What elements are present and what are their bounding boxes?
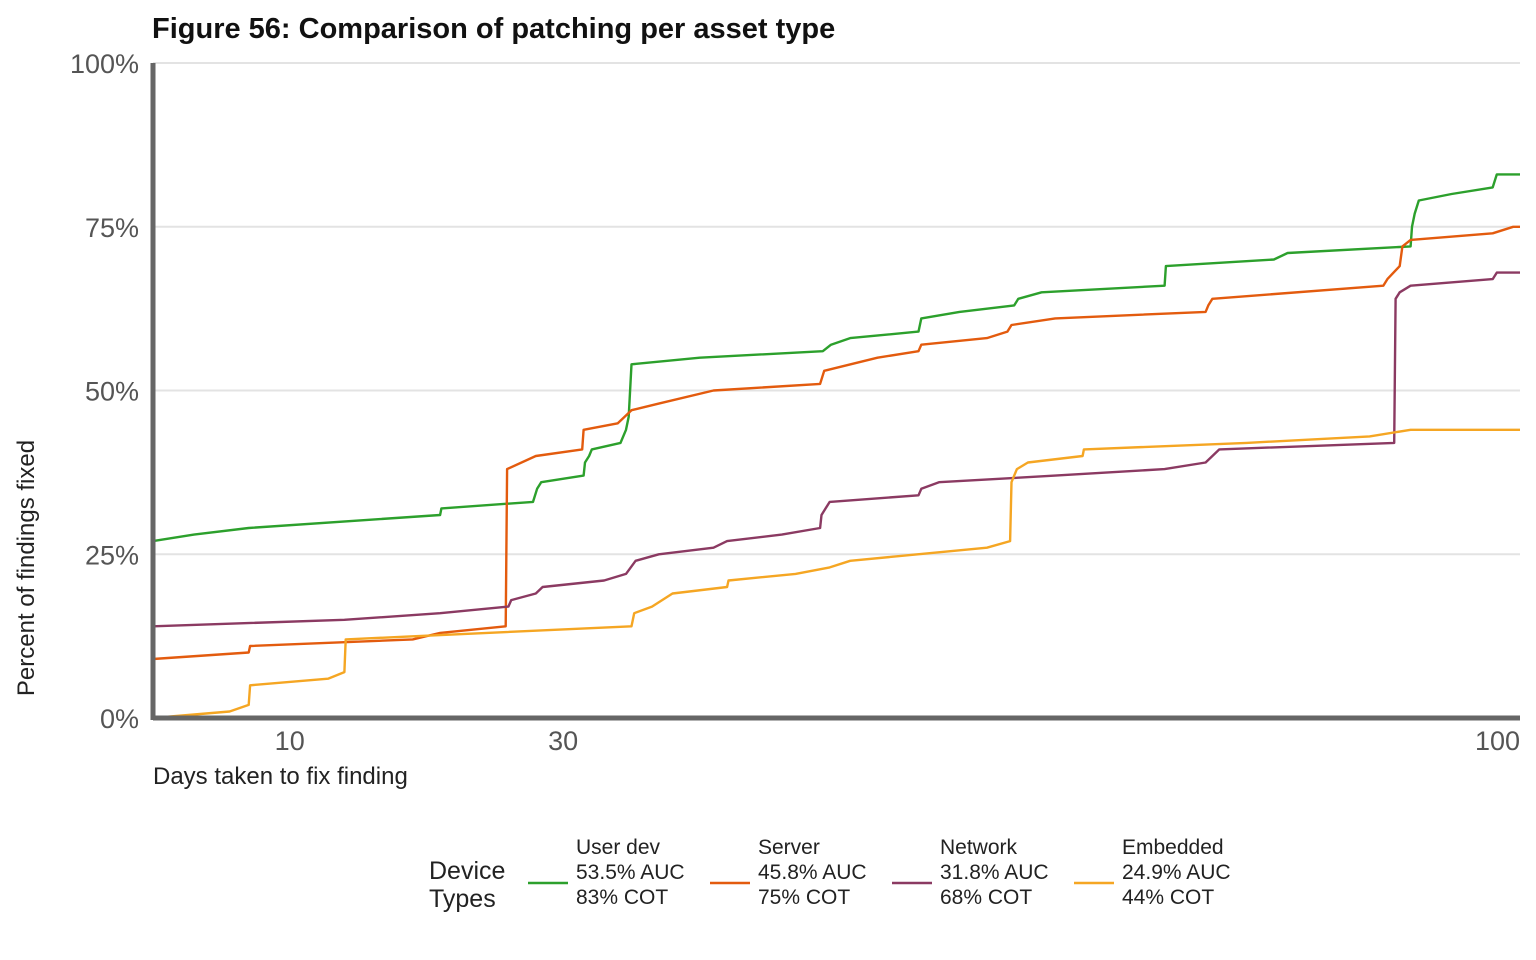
legend-cot: 44% COT bbox=[1122, 886, 1214, 909]
y-tick-label: 75% bbox=[85, 213, 139, 243]
y-tick-label: 0% bbox=[100, 704, 139, 734]
x-tick-label: 10 bbox=[275, 726, 305, 756]
y-tick-label: 50% bbox=[85, 377, 139, 407]
x-axis-label: Days taken to fix finding bbox=[153, 763, 408, 790]
legend-auc: 45.8% AUC bbox=[758, 861, 867, 884]
legend-auc: 31.8% AUC bbox=[940, 861, 1049, 884]
legend-name: Server bbox=[758, 836, 820, 859]
legend-cot: 68% COT bbox=[940, 886, 1032, 909]
y-tick-label: 25% bbox=[85, 540, 139, 570]
legend-name: Network bbox=[940, 836, 1018, 859]
legend-title-line-1: Device bbox=[429, 857, 505, 885]
x-tick-label: 100 bbox=[1475, 726, 1520, 756]
y-tick-labels: 0% 25% 50% 75% 100% bbox=[70, 49, 139, 734]
series-line-user-dev bbox=[152, 173, 1520, 543]
legend-title-line-2: Types bbox=[429, 885, 496, 913]
legend-name: Embedded bbox=[1122, 836, 1224, 859]
legend-auc: 53.5% AUC bbox=[576, 861, 685, 884]
y-axis-label: Percent of findings fixed bbox=[13, 440, 40, 696]
x-tick-labels: 10 30 100 bbox=[275, 726, 1520, 756]
series-line-server bbox=[152, 225, 1520, 661]
series-line-embedded bbox=[152, 428, 1520, 720]
series-lines bbox=[152, 173, 1520, 720]
legend-cot: 75% COT bbox=[758, 886, 850, 909]
legend-auc: 24.9% AUC bbox=[1122, 861, 1231, 884]
y-tick-label: 100% bbox=[70, 49, 139, 79]
legend-cot: 83% COT bbox=[576, 886, 668, 909]
grid bbox=[153, 62, 1520, 556]
x-tick-label: 30 bbox=[548, 726, 578, 756]
legend-name: User dev bbox=[576, 836, 661, 859]
chart-title: Figure 56: Comparison of patching per as… bbox=[152, 13, 835, 45]
series-line-network bbox=[152, 271, 1520, 628]
